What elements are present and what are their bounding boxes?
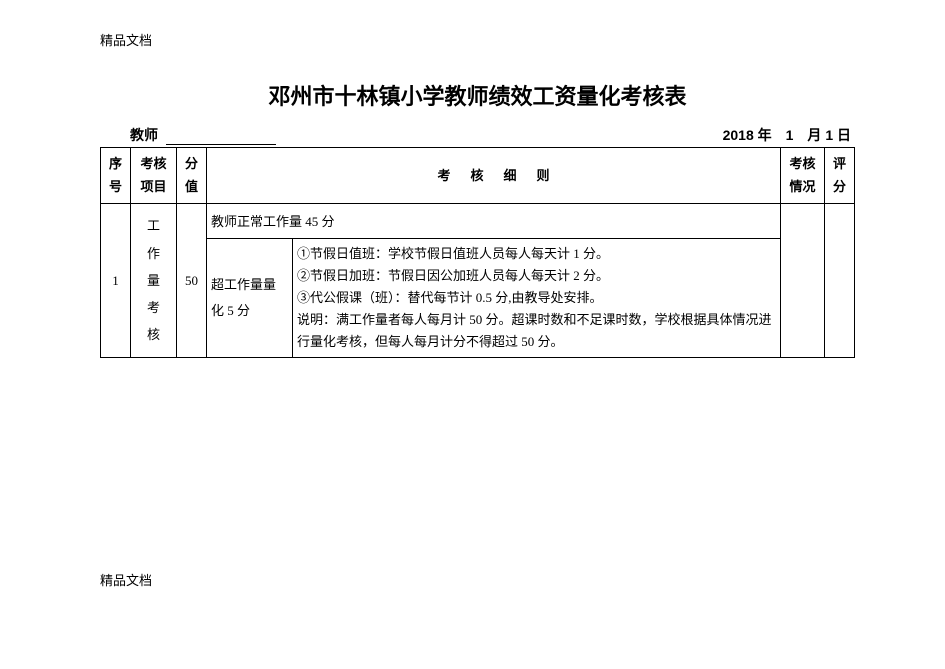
- table-header-row: 序号 考核项目 分值 考核细则 考核情况 评分: [101, 148, 855, 204]
- cell-sub2-label: 超工作量量化 5 分: [207, 238, 293, 357]
- th-score: 分值: [177, 148, 207, 204]
- th-status: 考核情况: [781, 148, 825, 204]
- detail-line: ②节假日加班：节假日因公加班人员每人每天计 2 分。: [297, 265, 776, 287]
- cell-status: [781, 203, 825, 357]
- cell-seq: 1: [101, 203, 131, 357]
- table-row: 1 工作量考核 50 教师正常工作量 45 分: [101, 203, 855, 238]
- cell-sub2-detail: ①节假日值班：学校节假日值班人员每人每天计 1 分。 ②节假日加班：节假日因公加…: [293, 238, 781, 357]
- cell-sub1: 教师正常工作量 45 分: [207, 203, 781, 238]
- cell-item: 工作量考核: [131, 203, 177, 357]
- teacher-blank: [166, 144, 276, 145]
- meta-row: 教师 2018 年 1 月 1 日: [100, 125, 855, 145]
- th-seq: 序号: [101, 148, 131, 204]
- cell-score: 50: [177, 203, 207, 357]
- th-rule: 考核细则: [207, 148, 781, 204]
- teacher-label: 教师: [130, 125, 158, 145]
- watermark-top: 精品文档: [100, 30, 855, 49]
- table-row: 超工作量量化 5 分 ①节假日值班：学校节假日值班人员每人每天计 1 分。 ②节…: [101, 238, 855, 357]
- th-eval: 评分: [825, 148, 855, 204]
- detail-line: ①节假日值班：学校节假日值班人员每人每天计 1 分。: [297, 243, 776, 265]
- watermark-bottom: 精品文档: [100, 570, 152, 589]
- date-label: 2018 年 1 月 1 日: [723, 125, 851, 145]
- teacher-field: 教师: [130, 125, 276, 145]
- page-title: 邓州市十林镇小学教师绩效工资量化考核表: [100, 79, 855, 111]
- detail-line: ③代公假课（班）：替代每节计 0.5 分,由教导处安排。: [297, 287, 776, 309]
- assessment-table: 序号 考核项目 分值 考核细则 考核情况 评分 1 工作量考核 50 教师正常工…: [100, 147, 855, 358]
- th-item: 考核项目: [131, 148, 177, 204]
- detail-line: 说明：满工作量者每人每月计 50 分。超课时数和不足课时数，学校根据具体情况进行…: [297, 309, 776, 353]
- cell-eval: [825, 203, 855, 357]
